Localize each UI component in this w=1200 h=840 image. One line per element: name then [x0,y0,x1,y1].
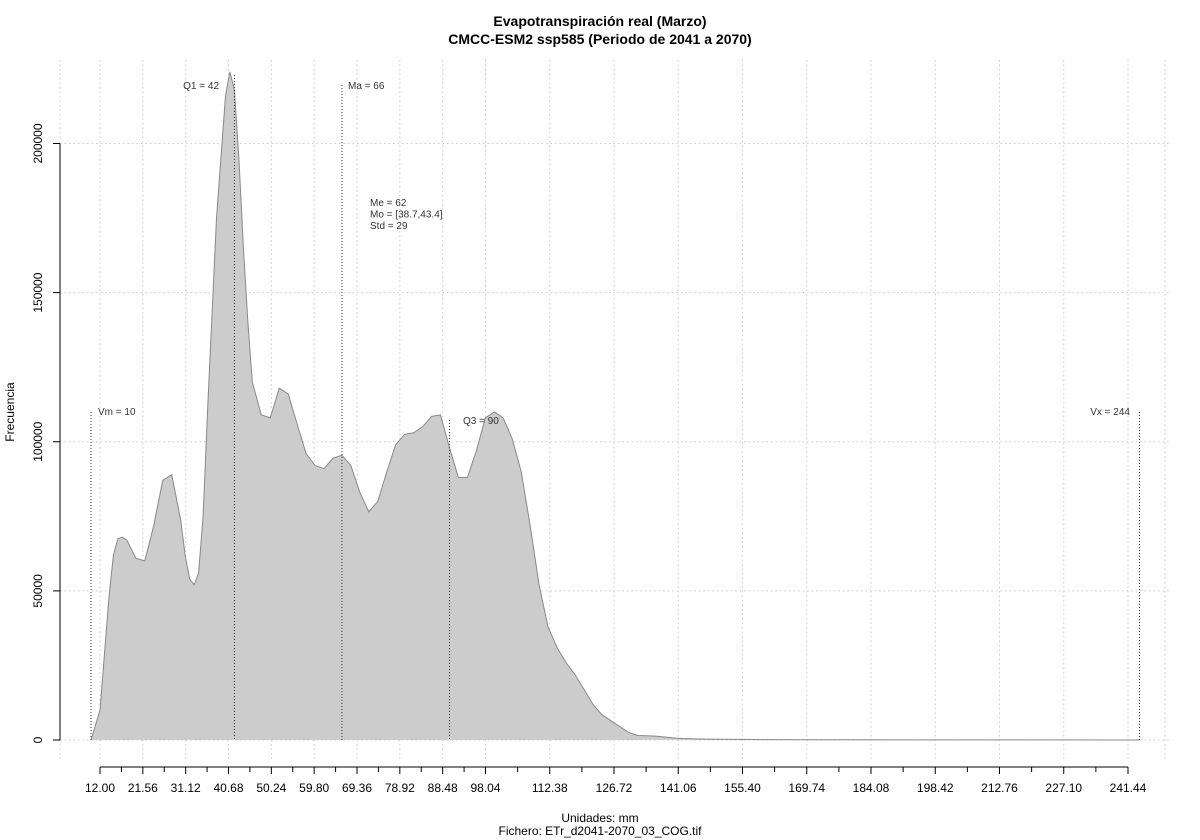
density-line [90,71,1140,741]
x-tick-label: 126.72 [596,781,633,795]
stats-text: Std = 29 [370,221,408,232]
x-tick-label: 69.36 [342,781,372,795]
x-tick-label: 12.00 [85,781,115,795]
stat-line-label: Ma = 66 [348,81,385,92]
x-tick-label: 112.38 [532,781,568,795]
x-tick-label: 184.08 [853,781,890,795]
density-area [91,71,1140,740]
x-tick-label: 169.74 [788,781,825,795]
y-tick-label: 0 [31,736,45,743]
stat-line-label: Q1 = 42 [183,81,219,92]
chart-subtitle: CMCC-ESM2 ssp585 (Periodo de 2041 a 2070… [448,31,752,47]
x-tick-label: 50.24 [256,781,286,795]
x-tick-label: 31.12 [171,781,201,795]
file-label: Fichero: ETr_d2041-2070_03_COG.tif [498,824,702,838]
x-tick-label: 59.80 [299,781,329,795]
x-tick-label: 227.10 [1045,781,1082,795]
x-tick-label: 78.92 [385,781,415,795]
stat-line-label: Vm = 10 [98,407,136,418]
x-tick-label: 21.56 [128,781,158,795]
x-tick-label: 40.68 [213,781,243,795]
x-tick-label: 198.42 [917,781,954,795]
x-tick-label: 98.04 [470,781,500,795]
x-tick-label: 241.44 [1110,781,1147,795]
x-tick-label: 88.48 [428,781,458,795]
x-tick-label: 141.06 [660,781,697,795]
stats-text: Me = 62 [370,198,407,209]
stat-line-label: Q3 = 90 [463,416,499,427]
x-axis-label: Unidades: mm [561,811,639,825]
y-tick-label: 50000 [31,574,45,608]
stat-line-label: Vx = 244 [1090,407,1130,418]
x-tick-label: 155.40 [724,781,761,795]
stats-text: Mo = [38.7,43.4] [370,210,443,221]
chart-title: Evapotranspiración real (Marzo) [493,13,707,29]
x-tick-label: 212.76 [981,781,1018,795]
y-tick-label: 150000 [31,272,45,312]
y-tick-label: 200000 [31,123,45,163]
y-tick-label: 100000 [31,421,45,461]
